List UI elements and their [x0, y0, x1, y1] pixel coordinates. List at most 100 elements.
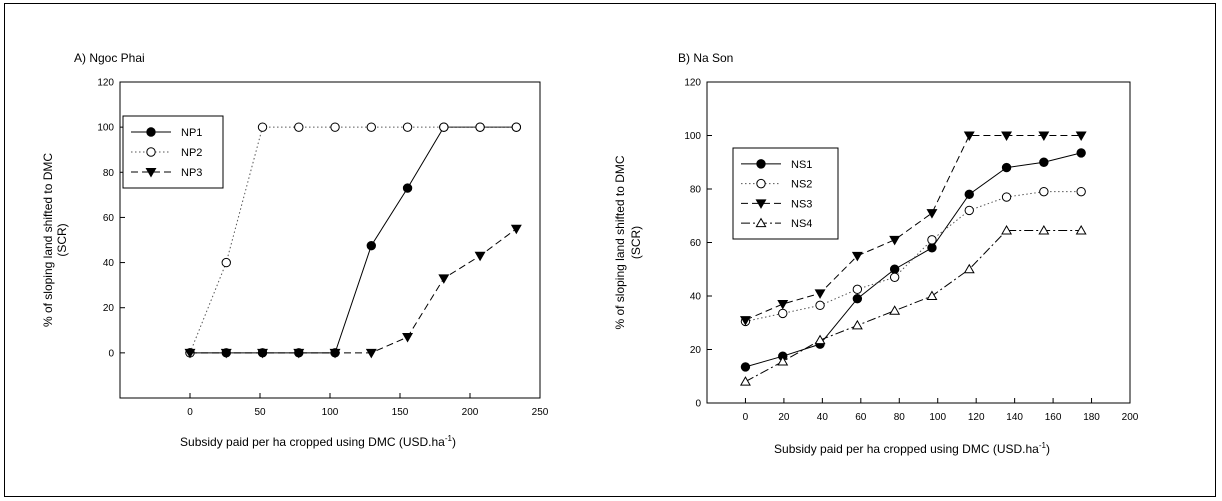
- chart-a-ytick-label: 120: [97, 78, 114, 89]
- chart-b-xtick-label: 120: [968, 412, 985, 423]
- chart-a-ytick-label: 100: [97, 123, 114, 134]
- chart-a-title: A) Ngoc Phai: [74, 51, 145, 65]
- chart-b-x-axis-label-main: Subsidy paid per ha cropped using DMC (U…: [774, 442, 1039, 456]
- chart-b-y-axis-label-line2: (SCR): [629, 226, 643, 259]
- chart-b-series-ns2: [740, 186, 1086, 327]
- chart-b-legend-swatch-marker: [755, 199, 767, 209]
- chart-a-series-line: [189, 126, 517, 354]
- chart-b-series-line: [745, 191, 1082, 322]
- chart-a-legend: NP1 NP2 NP3: [122, 115, 224, 189]
- chart-b-y-axis-label-line1: % of sloping land shifted to DMC: [613, 155, 627, 329]
- chart-b-data-point: [778, 308, 788, 319]
- chart-b-series-ns3: [739, 131, 1087, 326]
- chart-a-ytick-label: 60: [103, 213, 115, 224]
- chart-a-xtick-label: 200: [462, 407, 479, 418]
- chart-a-x-axis-label: Subsidy paid per ha cropped using DMC (U…: [180, 434, 456, 449]
- chart-b-data-point: [740, 362, 751, 372]
- chart-b-data-point: [1076, 186, 1086, 197]
- chart-a-data-point: [365, 348, 377, 359]
- chart-a-data-point: [329, 348, 341, 359]
- chart-a-xtick-label: 100: [322, 407, 339, 418]
- chart-b-data-point: [1001, 192, 1012, 202]
- chart-b-data-point: [1001, 162, 1012, 173]
- chart-b-data-point: [852, 293, 863, 304]
- chart-b-data-point: [1038, 131, 1050, 142]
- chart-b-legend-swatch-marker: [756, 178, 766, 189]
- chart-b-data-point: [964, 189, 974, 200]
- chart-b-ytick-label: 100: [684, 131, 701, 142]
- chart-b-legend-label: NS1: [791, 159, 812, 171]
- chart-b-x-axis-label-sup: -1: [1039, 441, 1047, 450]
- chart-a-series-np3: [184, 224, 522, 359]
- chart-a-data-point: [366, 122, 376, 132]
- chart-a-x-axis-label-close: ): [452, 435, 456, 449]
- chart-b-data-point: [927, 235, 937, 245]
- chart-b-legend-swatch-marker: [756, 159, 766, 169]
- chart-b-data-point: [777, 356, 789, 366]
- chart-b-series-ns1: [740, 148, 1086, 372]
- chart-a-legend-box: [122, 115, 224, 189]
- chart-a-data-point: [474, 251, 486, 262]
- chart-b-data-point: [739, 376, 751, 386]
- chart-b-data-point: [1039, 157, 1049, 167]
- chart-b-xtick-label: 200: [1122, 412, 1139, 423]
- chart-a-series-np2: [185, 122, 522, 358]
- chart-a-data-point: [184, 348, 196, 359]
- chart-b-series-line: [745, 135, 1082, 321]
- chart-a-data-point: [293, 348, 305, 359]
- chart-b-xtick-label: 0: [743, 412, 749, 423]
- chart-a-data-point: [294, 122, 304, 132]
- chart-a-series-line: [190, 228, 517, 354]
- chart-b-ytick-label: 40: [690, 292, 702, 303]
- chart-b-plot-area: [706, 81, 1131, 404]
- chart-b-xtick-label: 160: [1045, 412, 1062, 423]
- chart-a-data-point: [402, 122, 413, 132]
- chart-a-legend-swatch-marker: [146, 147, 156, 157]
- chart-a-data-point: [475, 122, 485, 132]
- chart-b-ytick-label: 60: [690, 238, 702, 249]
- chart-b-data-point: [889, 305, 901, 315]
- chart-b-series-line: [745, 152, 1082, 368]
- chart-a-data-point: [402, 183, 413, 193]
- chart-a-data-point: [402, 333, 414, 343]
- chart-b-data-point: [927, 243, 937, 253]
- chart-b-data-point: [777, 300, 789, 310]
- chart-b-xtick-label: 140: [1006, 412, 1023, 423]
- chart-b-data-point: [815, 300, 825, 311]
- chart-a-data-point: [221, 257, 231, 268]
- chart-a-xtick-label: 150: [392, 407, 409, 418]
- chart-b-data-point: [963, 263, 975, 274]
- chart-a-legend-label: NP3: [181, 167, 202, 179]
- chart-a-data-point: [330, 122, 340, 132]
- chart-b-ytick-label: 20: [690, 345, 702, 356]
- chart-a-ytick-label: 80: [103, 168, 115, 179]
- chart-b-data-point: [814, 334, 826, 345]
- chart-a-legend-label: NP2: [181, 147, 202, 159]
- chart-b-x-axis-label-close: ): [1046, 442, 1050, 456]
- chart-b-xtick-label: 100: [929, 412, 946, 423]
- chart-a-legend-label: NP1: [181, 127, 202, 139]
- chart-a-data-point: [439, 122, 449, 132]
- chart-b-data-point: [1001, 224, 1013, 235]
- chart-a-data-point: [510, 224, 522, 235]
- chart-a-data-point: [257, 122, 268, 132]
- chart-b-data-point: [1075, 224, 1087, 235]
- chart-b-data-point: [814, 289, 826, 299]
- chart-b-data-point: [1001, 131, 1013, 142]
- chart-a-ytick-label: 20: [103, 303, 115, 314]
- chart-a-ytick-label: 40: [103, 258, 115, 269]
- chart-b-data-point: [851, 319, 863, 330]
- chart-b-series-line: [745, 229, 1082, 383]
- chart-b-data-point: [926, 209, 938, 219]
- chart-a-x-axis-label-sup: -1: [445, 434, 453, 443]
- chart-b-data-point: [1075, 131, 1087, 142]
- chart-a-data-point: [511, 122, 522, 132]
- chart-b-xtick-label: 80: [894, 412, 906, 423]
- figure-frame: [4, 3, 1216, 497]
- chart-b-xtick-label: 60: [855, 412, 867, 423]
- chart-b-ytick-label: 120: [684, 78, 701, 89]
- chart-a-data-point: [366, 240, 376, 251]
- chart-b-data-point: [1038, 224, 1050, 235]
- chart-a-series-np1: [185, 122, 522, 358]
